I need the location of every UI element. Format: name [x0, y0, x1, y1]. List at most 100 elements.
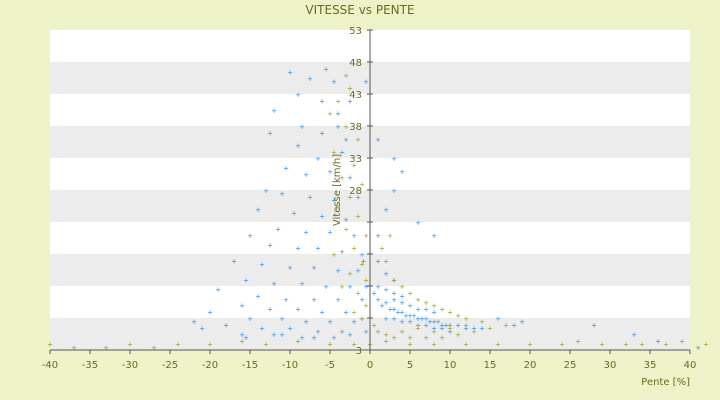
x-tick-label: -25 — [162, 360, 178, 371]
data-point: + — [239, 302, 245, 310]
data-point: + — [591, 321, 597, 329]
data-point: + — [311, 334, 317, 342]
data-point: + — [471, 328, 477, 336]
data-point: + — [279, 190, 285, 198]
x-tick-label: -15 — [242, 360, 258, 371]
data-point: + — [283, 165, 289, 173]
data-point: + — [639, 341, 645, 349]
data-point: + — [303, 229, 309, 237]
data-point: + — [279, 315, 285, 323]
data-point: + — [351, 309, 357, 317]
data-point: + — [307, 193, 313, 201]
data-point: + — [323, 283, 329, 291]
data-point: + — [339, 248, 345, 256]
y-tick-label: 48 — [349, 58, 362, 69]
data-point: + — [351, 245, 357, 253]
data-point: + — [355, 136, 361, 144]
data-point: + — [407, 312, 413, 320]
data-point: + — [359, 315, 365, 323]
data-point: + — [399, 328, 405, 336]
data-point: + — [323, 65, 329, 73]
data-point: + — [391, 289, 397, 297]
y-tick-label: 28 — [349, 186, 362, 197]
axes — [49, 29, 691, 354]
data-point: + — [463, 341, 469, 349]
data-point: + — [431, 318, 437, 326]
data-point: + — [319, 97, 325, 105]
data-point: + — [623, 341, 629, 349]
data-point: + — [407, 289, 413, 297]
data-point: + — [415, 219, 421, 227]
data-point: + — [423, 315, 429, 323]
data-point: + — [263, 187, 269, 195]
data-point: + — [347, 283, 353, 291]
data-point: + — [339, 328, 345, 336]
data-point: + — [327, 168, 333, 176]
data-point: + — [311, 264, 317, 272]
x-tick-label: -35 — [82, 360, 98, 371]
data-point: + — [347, 97, 353, 105]
x-tick-label: 25 — [564, 360, 577, 371]
data-point: + — [431, 309, 437, 317]
data-point: + — [399, 168, 405, 176]
data-point: + — [415, 315, 421, 323]
data-point: + — [335, 267, 341, 275]
data-point: + — [379, 302, 385, 310]
data-point: + — [399, 293, 405, 301]
data-point: + — [455, 331, 461, 339]
data-point: + — [527, 341, 533, 349]
data-point: + — [383, 315, 389, 323]
data-point: + — [703, 341, 709, 349]
data-point: + — [351, 232, 357, 240]
data-point: + — [243, 277, 249, 285]
data-point: + — [335, 97, 341, 105]
data-point: + — [663, 341, 669, 349]
data-point: + — [361, 257, 367, 265]
y-axis-label: Vitesse [km/h] — [332, 154, 343, 226]
data-point: + — [287, 264, 293, 272]
data-point: + — [267, 129, 273, 137]
data-point: + — [335, 203, 341, 211]
data-point: + — [343, 216, 349, 224]
data-point: + — [259, 325, 265, 333]
x-tick-label: 0 — [367, 360, 373, 371]
data-point: + — [363, 232, 369, 240]
data-point: + — [383, 257, 389, 265]
data-point: + — [391, 187, 397, 195]
data-point: + — [695, 344, 701, 352]
data-point: + — [339, 283, 345, 291]
data-point: + — [383, 270, 389, 278]
data-point: + — [335, 123, 341, 131]
data-point: + — [271, 280, 277, 288]
data-point: + — [307, 75, 313, 83]
data-point: + — [191, 318, 197, 326]
data-point: + — [347, 174, 353, 182]
data-point: + — [427, 318, 433, 326]
data-point: + — [479, 318, 485, 326]
data-point: + — [439, 325, 445, 333]
data-point: + — [423, 334, 429, 342]
data-point: + — [207, 341, 213, 349]
data-point: + — [327, 341, 333, 349]
data-point: + — [247, 315, 253, 323]
data-point: + — [319, 129, 325, 137]
data-point: + — [455, 312, 461, 320]
data-point: + — [267, 305, 273, 313]
data-point: + — [439, 334, 445, 342]
data-point: + — [363, 277, 369, 285]
data-point: + — [439, 321, 445, 329]
data-point: + — [479, 325, 485, 333]
x-tick-label: -10 — [282, 360, 298, 371]
data-point: + — [415, 325, 421, 333]
data-point: + — [371, 289, 377, 297]
data-point: + — [327, 318, 333, 326]
data-point: + — [447, 309, 453, 317]
data-point: + — [343, 123, 349, 131]
x-axis-label: Pente [%] — [641, 377, 690, 388]
data-point: + — [199, 325, 205, 333]
data-point: + — [391, 296, 397, 304]
data-point: + — [327, 229, 333, 237]
data-point: + — [299, 280, 305, 288]
data-point: + — [415, 305, 421, 313]
